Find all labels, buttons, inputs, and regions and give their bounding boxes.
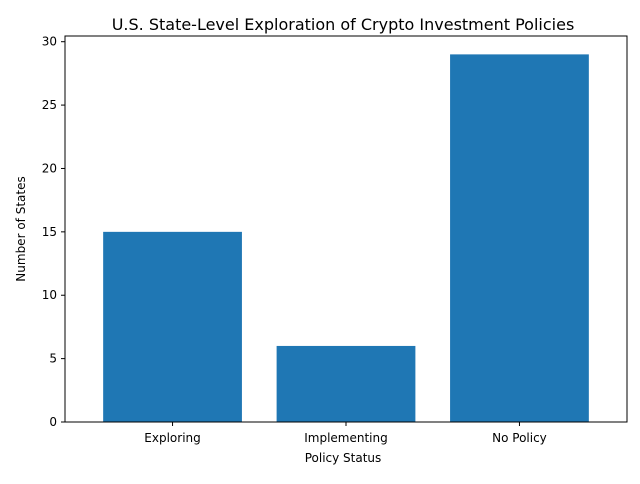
plot-frame	[64, 35, 628, 423]
chart-title: U.S. State-Level Exploration of Crypto I…	[112, 15, 575, 34]
y-tick-label: 10	[42, 288, 57, 302]
bars-layer	[103, 54, 589, 422]
y-tick-label: 30	[42, 35, 57, 49]
y-axis-label: Number of States	[14, 176, 28, 281]
x-axis: Exploring Implementing No Policy	[144, 422, 547, 445]
y-tick-label: 25	[42, 98, 57, 112]
y-tick-label: 15	[42, 225, 57, 239]
bar-implementing	[276, 345, 416, 422]
x-tick-label: Exploring	[144, 431, 200, 445]
x-tick-label: Implementing	[304, 431, 388, 445]
y-axis: 0 5 10 15 20 25 30	[42, 35, 65, 429]
x-tick-label: No Policy	[492, 431, 547, 445]
bar-no-policy	[450, 54, 589, 422]
y-tick-label: 20	[42, 161, 57, 175]
y-tick-label: 0	[49, 415, 57, 429]
y-tick-label: 5	[49, 352, 57, 366]
x-axis-label: Policy Status	[305, 451, 382, 465]
bar-exploring	[103, 231, 242, 422]
